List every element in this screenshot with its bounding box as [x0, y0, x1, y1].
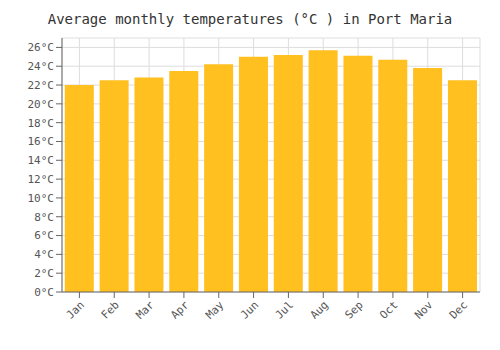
svg-text:Aug: Aug [308, 298, 331, 321]
svg-text:22°C: 22°C [28, 79, 55, 92]
svg-text:2°C: 2°C [34, 267, 54, 280]
svg-text:4°C: 4°C [34, 248, 54, 261]
svg-text:Jul: Jul [273, 298, 296, 321]
svg-text:May: May [203, 298, 227, 322]
svg-text:18°C: 18°C [28, 117, 55, 130]
svg-text:20°C: 20°C [28, 98, 55, 111]
svg-text:6°C: 6°C [34, 229, 54, 242]
svg-text:10°C: 10°C [28, 192, 55, 205]
svg-text:26°C: 26°C [28, 41, 55, 54]
svg-text:Dec: Dec [447, 298, 470, 321]
svg-text:24°C: 24°C [28, 60, 55, 73]
svg-text:Feb: Feb [99, 298, 122, 321]
svg-text:8°C: 8°C [34, 211, 54, 224]
svg-text:Jan: Jan [64, 298, 87, 321]
svg-text:14°C: 14°C [28, 154, 55, 167]
svg-text:Jun: Jun [238, 298, 261, 321]
svg-text:Apr: Apr [168, 298, 192, 322]
svg-text:Sep: Sep [342, 298, 365, 321]
svg-text:Nov: Nov [412, 298, 436, 322]
svg-text:Oct: Oct [377, 298, 400, 321]
svg-text:0°C: 0°C [34, 286, 54, 299]
svg-text:Mar: Mar [133, 298, 157, 322]
html-text:Average monthly temperatures (: Average monthly temperatures (°C ) in Po… [47, 11, 453, 27]
svg-text:12°C: 12°C [28, 173, 55, 186]
svg-text:16°C: 16°C [28, 135, 55, 148]
